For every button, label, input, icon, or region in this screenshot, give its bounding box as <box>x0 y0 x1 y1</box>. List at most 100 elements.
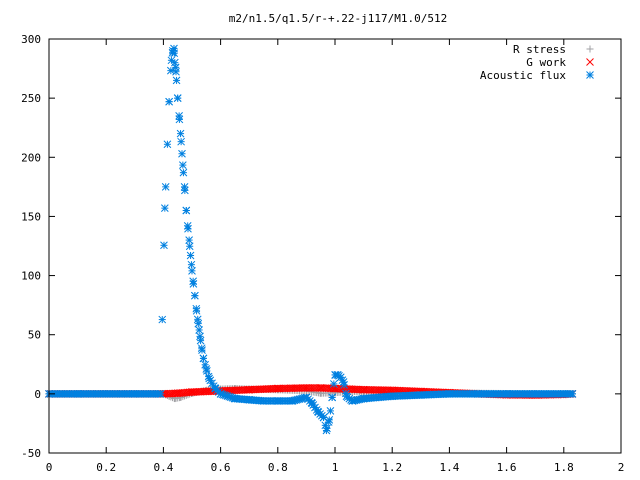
y-tick-label: 200 <box>21 151 41 164</box>
data-point <box>195 326 204 334</box>
y-tick-label: 50 <box>28 329 41 342</box>
data-point <box>302 384 311 392</box>
y-tick-label: 100 <box>21 270 41 283</box>
data-point <box>445 390 454 398</box>
data-point <box>199 354 208 363</box>
data-point <box>173 94 182 102</box>
legend-marker <box>586 58 594 66</box>
data-point <box>176 129 185 138</box>
x-tick-label: 0 <box>46 461 53 474</box>
data-point <box>345 385 354 393</box>
data-point <box>191 291 199 300</box>
data-point <box>183 222 192 230</box>
data-point <box>288 397 296 405</box>
data-point <box>102 390 111 398</box>
x-tick-label: 1 <box>332 461 339 474</box>
data-point <box>216 390 225 398</box>
data-point <box>172 76 181 85</box>
data-point <box>179 168 188 177</box>
axis-ticks: 0 0.2 0.4 0.6 0.8 1 1.2 1.4 1.6 1.8 2 -50 0 50 100 150 2… <box>21 33 624 474</box>
data-point <box>201 360 210 369</box>
data-point <box>161 183 170 191</box>
data-point <box>182 206 191 215</box>
data-point <box>273 384 282 393</box>
data-point <box>359 394 368 403</box>
data-point <box>178 149 186 158</box>
data-point <box>205 374 214 383</box>
legend-marker <box>586 71 594 79</box>
y-tick-label: 150 <box>21 210 41 223</box>
data-point <box>156 390 165 398</box>
data-point <box>163 140 172 149</box>
plot-marks <box>45 44 577 435</box>
data-point <box>348 397 357 405</box>
data-point <box>177 137 185 146</box>
data-point <box>187 260 196 269</box>
x-tick-label: 0.6 <box>211 461 231 474</box>
data-point <box>130 390 139 398</box>
data-point <box>231 394 239 403</box>
data-point <box>160 204 169 213</box>
data-point <box>193 315 202 324</box>
x-tick-label: 1.4 <box>439 461 459 474</box>
x-tick-label: 0.8 <box>268 461 288 474</box>
y-tick-label: 300 <box>21 33 41 46</box>
data-point <box>559 390 568 398</box>
data-point <box>192 304 201 313</box>
data-point <box>416 391 425 399</box>
data-point <box>359 385 368 394</box>
data-point <box>322 426 331 435</box>
data-point <box>165 97 173 106</box>
data-point <box>259 397 268 405</box>
x-tick-label: 1.8 <box>554 461 574 474</box>
data-point <box>196 336 205 345</box>
data-point <box>160 241 168 250</box>
data-point <box>502 390 511 398</box>
data-point <box>171 63 180 72</box>
data-point <box>188 266 196 275</box>
data-point <box>388 392 397 401</box>
legend-marker <box>586 45 594 53</box>
x-tick-label: 1.6 <box>497 461 517 474</box>
data-point <box>316 384 325 392</box>
x-tick-label: 1.2 <box>382 461 402 474</box>
data-point <box>273 397 282 405</box>
data-point <box>202 365 211 373</box>
chart-title: m2/n1.5/q1.5/r-+.22-j117/M1.0/512 <box>229 12 448 25</box>
data-point <box>170 58 179 67</box>
data-point <box>245 385 254 394</box>
x-tick-label: 0.4 <box>153 461 173 474</box>
data-point <box>198 346 206 354</box>
data-point <box>308 399 316 408</box>
data-point <box>328 393 336 402</box>
data-point <box>331 384 339 393</box>
data-point <box>245 395 254 404</box>
data-point <box>568 390 577 398</box>
data-point <box>474 390 482 398</box>
data-point <box>186 251 195 260</box>
data-point <box>158 315 167 324</box>
legend-label: R stress <box>513 43 566 56</box>
data-point <box>531 390 540 398</box>
data-point <box>173 389 182 398</box>
y-tick-label: 0 <box>34 388 41 401</box>
data-point <box>342 392 351 401</box>
data-point <box>330 380 338 388</box>
legend-label: G work <box>526 56 566 69</box>
data-point <box>166 66 175 75</box>
data-point <box>73 390 82 398</box>
data-point <box>188 388 196 396</box>
series-acoustic-flux <box>45 44 577 435</box>
y-tick-label: -50 <box>21 447 41 460</box>
y-tick-label: 250 <box>21 92 41 105</box>
data-point <box>175 112 183 120</box>
x-tick-label: 2 <box>618 461 625 474</box>
data-point <box>342 389 350 398</box>
data-point <box>325 416 334 424</box>
data-point <box>170 44 178 53</box>
data-point <box>339 378 348 386</box>
data-point <box>178 161 187 169</box>
legend-label: Acoustic flux <box>480 69 566 82</box>
